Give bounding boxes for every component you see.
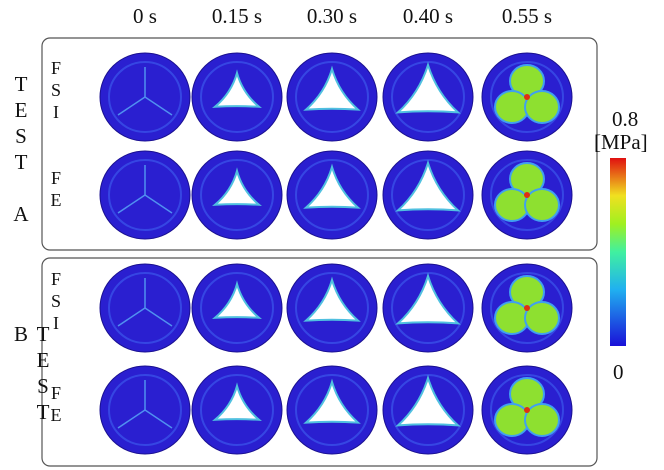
column-header: 0.40 s (383, 4, 473, 29)
valve-image (482, 264, 572, 352)
valve-image (287, 151, 377, 239)
leaflet-stress (525, 302, 559, 334)
valve-image (482, 151, 572, 239)
valve-image (287, 264, 377, 352)
valve-image (100, 53, 190, 141)
valve-image (192, 151, 282, 239)
column-header: 0 s (100, 4, 190, 29)
valve-image (287, 53, 377, 141)
leaflet-stress (495, 404, 529, 436)
valve-image (100, 264, 190, 352)
valve-image (482, 53, 572, 141)
valve-image (482, 366, 572, 454)
figure-canvas (0, 0, 664, 470)
valve-image (383, 151, 473, 239)
valve-image (192, 53, 282, 141)
row-label: FE (46, 383, 66, 427)
valve-image (383, 53, 473, 141)
column-header: 0.30 s (287, 4, 377, 29)
leaflet-stress (495, 189, 529, 221)
leaflet-stress (525, 91, 559, 123)
leaflet-stress (525, 404, 559, 436)
leaflet-stress (525, 189, 559, 221)
colorbar-min: 0 (613, 360, 624, 385)
stress-peak (524, 94, 530, 100)
column-header: 0.15 s (192, 4, 282, 29)
valve-image (100, 151, 190, 239)
valve-image (287, 366, 377, 454)
stress-peak (524, 407, 530, 413)
row-label: FSI (46, 269, 66, 335)
valve-image (383, 264, 473, 352)
row-label: FSI (46, 58, 66, 124)
row-label: FE (46, 168, 66, 212)
colorbar-max: 0.8 (612, 107, 638, 132)
column-header: 0.55 s (482, 4, 572, 29)
leaflet-stress (495, 91, 529, 123)
leaflet-stress (495, 302, 529, 334)
valve-image (383, 366, 473, 454)
valve-image (192, 264, 282, 352)
stress-peak (524, 192, 530, 198)
colorbar (610, 158, 626, 346)
colorbar-unit: [MPa] (594, 130, 648, 155)
stress-peak (524, 305, 530, 311)
valve-image (192, 366, 282, 454)
valve-image (100, 366, 190, 454)
figure: 0.8 [MPa] 0 0 s0.15 s0.30 s0.40 s 0.55 s T… (0, 0, 664, 470)
test-label: TEST A (10, 72, 32, 228)
